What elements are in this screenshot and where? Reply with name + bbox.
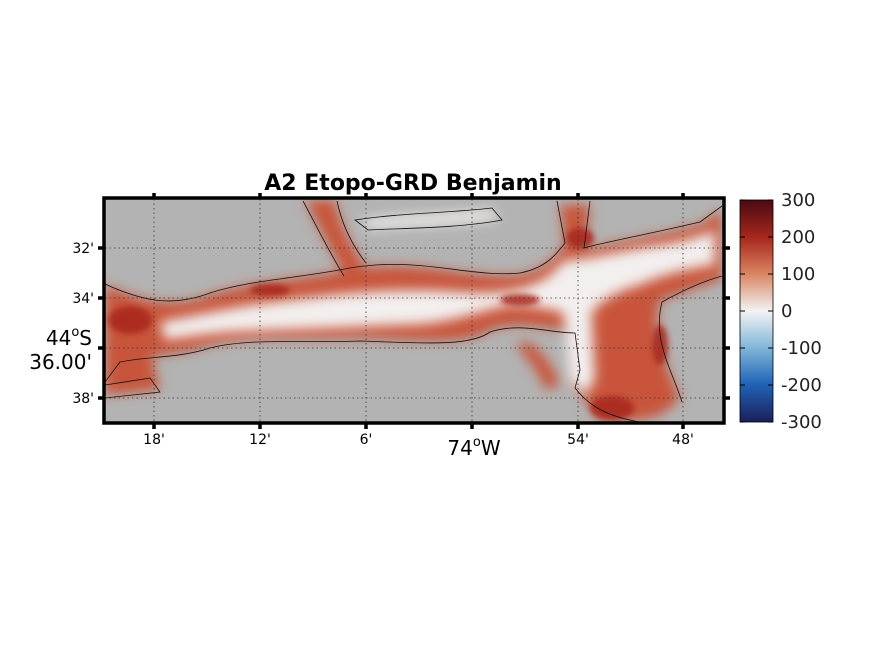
y-tick-label: 38' (72, 391, 94, 407)
colorbar-gradient (739, 199, 774, 423)
colorbar: 300 200 100 0 -100 -200 -300 (739, 190, 822, 433)
deep-red-hotspots (108, 228, 668, 420)
map-title: A2 Etopo-GRD Benjamin (264, 171, 561, 196)
y-tick-label: 32' (72, 241, 94, 257)
map-panel (105, 199, 723, 422)
x-tick-label: 18' (143, 432, 165, 448)
x-degree-label: 74oW (447, 435, 500, 460)
colorbar-tick-label: -200 (781, 375, 822, 396)
y-degree-label: 44oS (46, 325, 92, 350)
map-frame (102, 196, 726, 425)
grid-lines (105, 199, 723, 422)
x-tick-label: 48' (672, 432, 694, 448)
water-core (160, 210, 715, 395)
colorbar-tick-label: 0 (781, 301, 792, 322)
tick-marks (98, 193, 730, 429)
colorbar-tick-label: -100 (781, 338, 822, 359)
x-tick-label: 6' (360, 432, 373, 448)
y-minutes-label: 36.00' (29, 350, 92, 374)
y-tick-label: 34' (72, 291, 94, 307)
coastline (105, 200, 723, 422)
x-tick-label: 12' (249, 432, 271, 448)
colorbar-tick-label: -300 (781, 412, 822, 433)
colorbar-tick-label: 300 (781, 190, 815, 211)
colorbar-tick-label: 100 (781, 264, 815, 285)
colorbar-tick-label: 200 (781, 227, 815, 248)
x-tick-label: 54' (567, 432, 589, 448)
